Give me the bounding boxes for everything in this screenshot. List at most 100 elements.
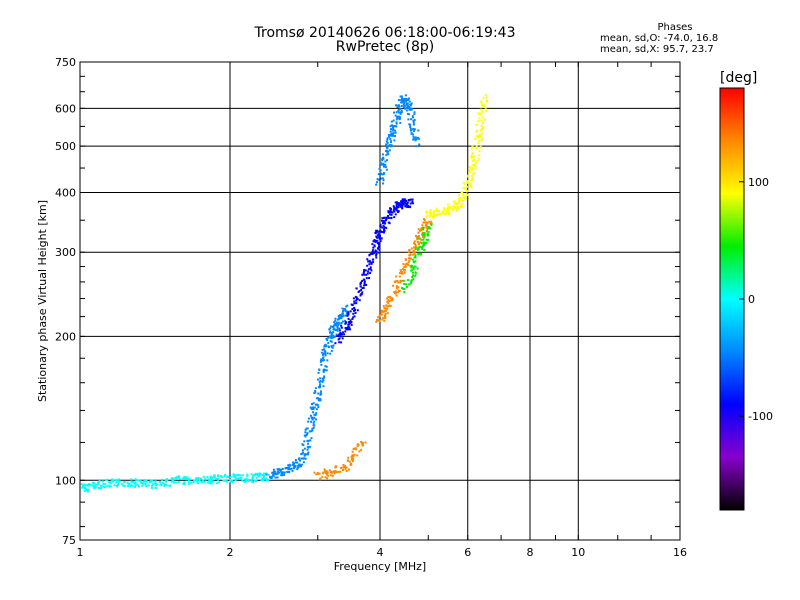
data-point [324,369,327,372]
data-point [381,157,384,160]
data-point [336,329,339,332]
data-point [362,284,365,287]
data-point [170,477,173,480]
data-point [466,194,469,197]
data-point [343,333,346,336]
data-point [340,321,343,324]
data-point [234,479,237,482]
data-point [186,477,189,480]
data-point [150,487,153,490]
data-point [379,169,382,172]
data-point [470,155,473,158]
data-point [351,458,354,461]
data-point [376,230,379,233]
data-point [320,393,323,396]
data-point [390,144,393,147]
data-point [264,472,267,475]
data-point [463,182,466,185]
data-point [402,267,405,270]
data-point [386,214,389,217]
data-point [330,336,333,339]
data-point [314,403,317,406]
data-point [446,210,449,213]
data-point [400,111,403,114]
data-point [162,482,165,485]
data-point [397,289,400,292]
data-point [412,250,415,253]
data-point [156,483,159,486]
data-point [134,481,137,484]
data-point [477,112,480,115]
data-point [457,206,460,209]
data-point [212,480,215,483]
data-point [132,481,135,484]
data-point [148,481,151,484]
data-point [323,350,326,353]
data-point [279,470,282,473]
data-point [176,475,179,478]
data-point [407,98,410,101]
data-point [381,153,384,156]
data-point [259,473,262,476]
data-point [390,140,393,143]
colorbar-tick-label: 0 [748,293,755,306]
data-point [311,429,314,432]
data-point [309,439,312,442]
data-point [386,146,389,149]
data-point [387,305,390,308]
data-point [401,98,404,101]
data-point [319,377,322,380]
data-point [137,479,140,482]
data-point [100,486,103,489]
data-point [481,104,484,107]
data-point [315,408,318,411]
data-point [316,404,319,407]
data-point [390,210,393,213]
data-point [397,110,400,113]
data-point [395,125,398,128]
data-point [428,214,431,217]
data-point [126,481,129,484]
data-point [327,341,330,344]
data-point [339,316,342,319]
data-point [372,261,375,264]
data-point [347,311,350,314]
data-point [330,340,333,343]
data-point [210,478,213,481]
y-tick-label: 500 [55,140,76,153]
data-point [478,133,481,136]
data-point [410,266,413,269]
data-point [401,100,404,103]
data-point [483,104,486,107]
data-point [369,266,372,269]
data-point [336,471,339,474]
data-point [311,403,314,406]
data-point [377,251,380,254]
data-point [392,132,395,135]
data-point [354,311,357,314]
data-point [304,428,307,431]
data-point [395,285,398,288]
data-point [104,479,107,482]
data-point [410,247,413,250]
data-point [300,465,303,468]
data-point [403,282,406,285]
data-point [410,102,413,105]
data-point [397,104,400,107]
data-point [322,376,325,379]
data-point [377,242,380,245]
data-point [415,272,418,275]
data-point [123,481,126,484]
data-point [352,297,355,300]
data-point [417,129,420,132]
data-point [356,309,359,312]
data-point [359,281,362,284]
data-point [130,484,133,487]
data-point [353,302,356,305]
data-point [310,416,313,419]
data-point [344,321,347,324]
data-point [387,210,390,213]
data-point [420,242,423,245]
data-point [336,334,339,337]
data-point [481,110,484,113]
